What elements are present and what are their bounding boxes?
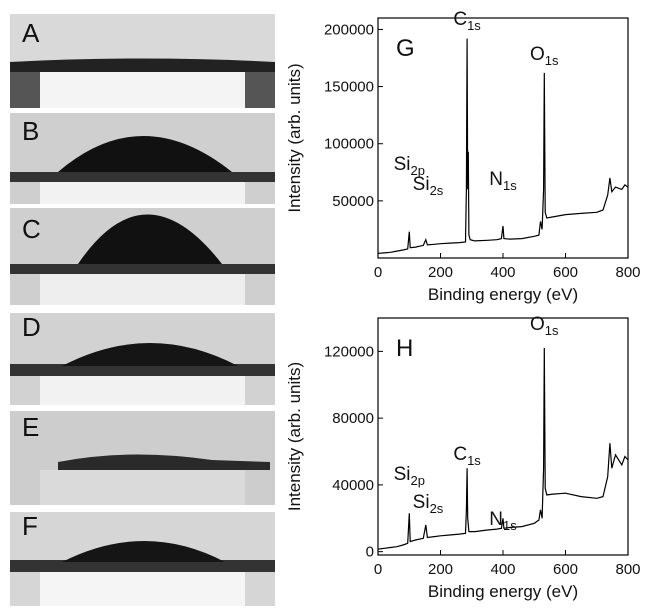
support-edge: [245, 72, 275, 108]
support: [40, 376, 245, 405]
droplet: [62, 541, 225, 562]
peak-element: Si: [413, 174, 430, 195]
substrate: [10, 58, 275, 72]
peak-element: C: [453, 9, 467, 30]
peak-orbital: 2p: [410, 163, 424, 178]
support: [40, 274, 245, 305]
x-axis-label: Binding energy (eV): [428, 582, 578, 601]
x-tick-label: 600: [553, 561, 578, 578]
photo-panels: [10, 14, 275, 606]
x-tick-label: 200: [428, 561, 453, 578]
spectrum-line: [377, 347, 629, 550]
photo-label: C: [22, 214, 41, 244]
x-tick-label: 0: [374, 561, 382, 578]
y-axis-label: Intensity (arb. units): [285, 63, 304, 212]
droplet: [58, 136, 232, 172]
x-tick-label: 800: [615, 264, 640, 281]
droplet: [62, 343, 238, 366]
x-tick-label: 400: [490, 561, 515, 578]
y-tick-label: 50000: [332, 193, 374, 210]
y-tick-label: 120000: [324, 343, 374, 360]
x-axis-label: Binding energy (eV): [428, 285, 578, 304]
substrate: [10, 560, 275, 572]
x-tick-label: 200: [428, 264, 453, 281]
panel-label: H: [396, 335, 413, 362]
film: [58, 454, 270, 470]
photo-label: A: [22, 18, 40, 48]
photo-label: D: [22, 312, 41, 342]
support-edge: [10, 72, 40, 108]
photo-label: E: [22, 412, 39, 442]
peak-label: C1s: [453, 9, 481, 33]
support: [40, 182, 245, 204]
peak-label: Si2s: [413, 174, 444, 198]
x-tick-label: 600: [553, 264, 578, 281]
peak-label: Si2p: [394, 154, 425, 178]
peak-label: Si2s: [413, 492, 444, 516]
peak-label: C1s: [453, 444, 481, 468]
peak-orbital: 1s: [503, 178, 517, 193]
peak-orbital: 1s: [467, 18, 481, 33]
y-tick-label: 80000: [332, 410, 374, 427]
y-tick-label: 40000: [332, 477, 374, 494]
peak-element: Si: [413, 492, 430, 513]
peak-element: O: [530, 314, 545, 335]
peak-element: Si: [394, 464, 411, 485]
x-tick-label: 800: [615, 561, 640, 578]
peak-label: N1s: [489, 509, 517, 533]
peak-label: O1s: [530, 314, 559, 338]
peak-orbital: 2s: [430, 183, 444, 198]
substrate: [10, 264, 275, 274]
peak-orbital: 1s: [545, 323, 559, 338]
x-tick-label: 0: [374, 264, 382, 281]
y-tick-label: 0: [366, 544, 374, 561]
y-tick-label: 150000: [324, 79, 374, 96]
peak-label: O1s: [530, 44, 559, 68]
y-tick-label: 200000: [324, 21, 374, 38]
peak-label: N1s: [489, 169, 517, 193]
spectrum-line: [377, 38, 629, 254]
support: [40, 72, 245, 108]
peak-element: O: [530, 44, 545, 65]
peak-element: N: [489, 509, 503, 530]
photo-label: F: [22, 511, 38, 541]
support: [40, 470, 245, 505]
photo-label: B: [22, 116, 39, 146]
peak-orbital: 1s: [467, 453, 481, 468]
support: [40, 572, 245, 606]
substrate: [10, 364, 275, 376]
peak-orbital: 2s: [430, 501, 444, 516]
peak-element: N: [489, 169, 503, 190]
plot-frame: [377, 17, 629, 259]
peak-orbital: 1s: [503, 518, 517, 533]
peak-element: C: [453, 444, 467, 465]
peak-element: Si: [394, 154, 411, 175]
peak-label: Si2p: [394, 464, 425, 488]
peak-orbital: 1s: [545, 53, 559, 68]
peak-orbital: 2p: [410, 473, 424, 488]
y-axis-label: Intensity (arb. units): [285, 362, 304, 511]
substrate: [10, 172, 275, 182]
y-tick-label: 100000: [324, 136, 374, 153]
panel-label: G: [396, 35, 415, 62]
x-tick-label: 400: [490, 264, 515, 281]
droplet: [78, 214, 222, 264]
